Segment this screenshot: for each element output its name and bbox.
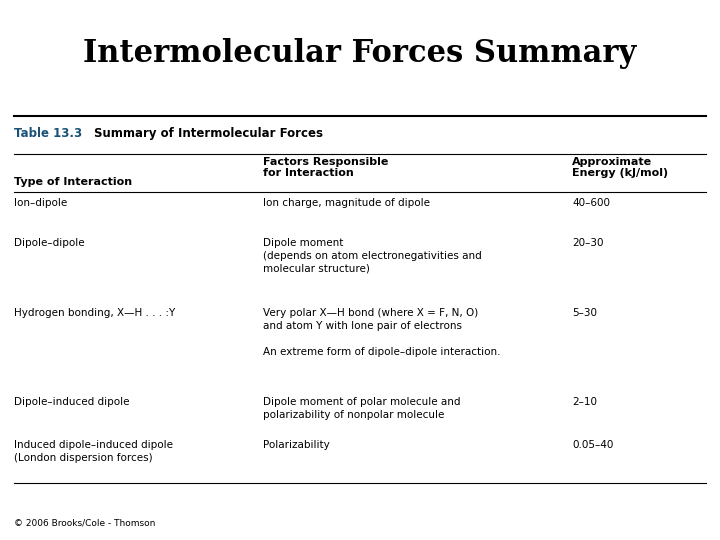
Text: Ion–dipole: Ion–dipole bbox=[14, 198, 68, 208]
Text: Table 13.3: Table 13.3 bbox=[14, 127, 83, 140]
Text: Induced dipole–induced dipole
(London dispersion forces): Induced dipole–induced dipole (London di… bbox=[14, 440, 174, 463]
Text: 0.05–40: 0.05–40 bbox=[572, 440, 613, 450]
Text: Dipole moment of polar molecule and
polarizability of nonpolar molecule: Dipole moment of polar molecule and pola… bbox=[263, 397, 460, 420]
Text: © 2006 Brooks/Cole - Thomson: © 2006 Brooks/Cole - Thomson bbox=[14, 518, 156, 528]
Text: Dipole–induced dipole: Dipole–induced dipole bbox=[14, 397, 130, 407]
Text: 40–600: 40–600 bbox=[572, 198, 611, 208]
Text: 2–10: 2–10 bbox=[572, 397, 598, 407]
Text: 20–30: 20–30 bbox=[572, 238, 604, 248]
Text: Ion charge, magnitude of dipole: Ion charge, magnitude of dipole bbox=[263, 198, 430, 208]
Text: Hydrogen bonding, X—H . . . :Y: Hydrogen bonding, X—H . . . :Y bbox=[14, 308, 176, 318]
Text: Summary of Intermolecular Forces: Summary of Intermolecular Forces bbox=[94, 127, 323, 140]
Text: Factors Responsible
for Interaction: Factors Responsible for Interaction bbox=[263, 157, 388, 178]
Text: 5–30: 5–30 bbox=[572, 308, 598, 318]
Text: Type of Interaction: Type of Interaction bbox=[14, 177, 132, 187]
Text: Polarizability: Polarizability bbox=[263, 440, 330, 450]
Text: Dipole moment
(depends on atom electronegativities and
molecular structure): Dipole moment (depends on atom electrone… bbox=[263, 238, 482, 274]
Text: Intermolecular Forces Summary: Intermolecular Forces Summary bbox=[84, 38, 636, 69]
Text: Dipole–dipole: Dipole–dipole bbox=[14, 238, 85, 248]
Text: Approximate
Energy (kJ/mol): Approximate Energy (kJ/mol) bbox=[572, 157, 669, 178]
Text: Very polar X—H bond (where X = F, N, O)
and atom Y with lone pair of electrons

: Very polar X—H bond (where X = F, N, O) … bbox=[263, 308, 500, 357]
